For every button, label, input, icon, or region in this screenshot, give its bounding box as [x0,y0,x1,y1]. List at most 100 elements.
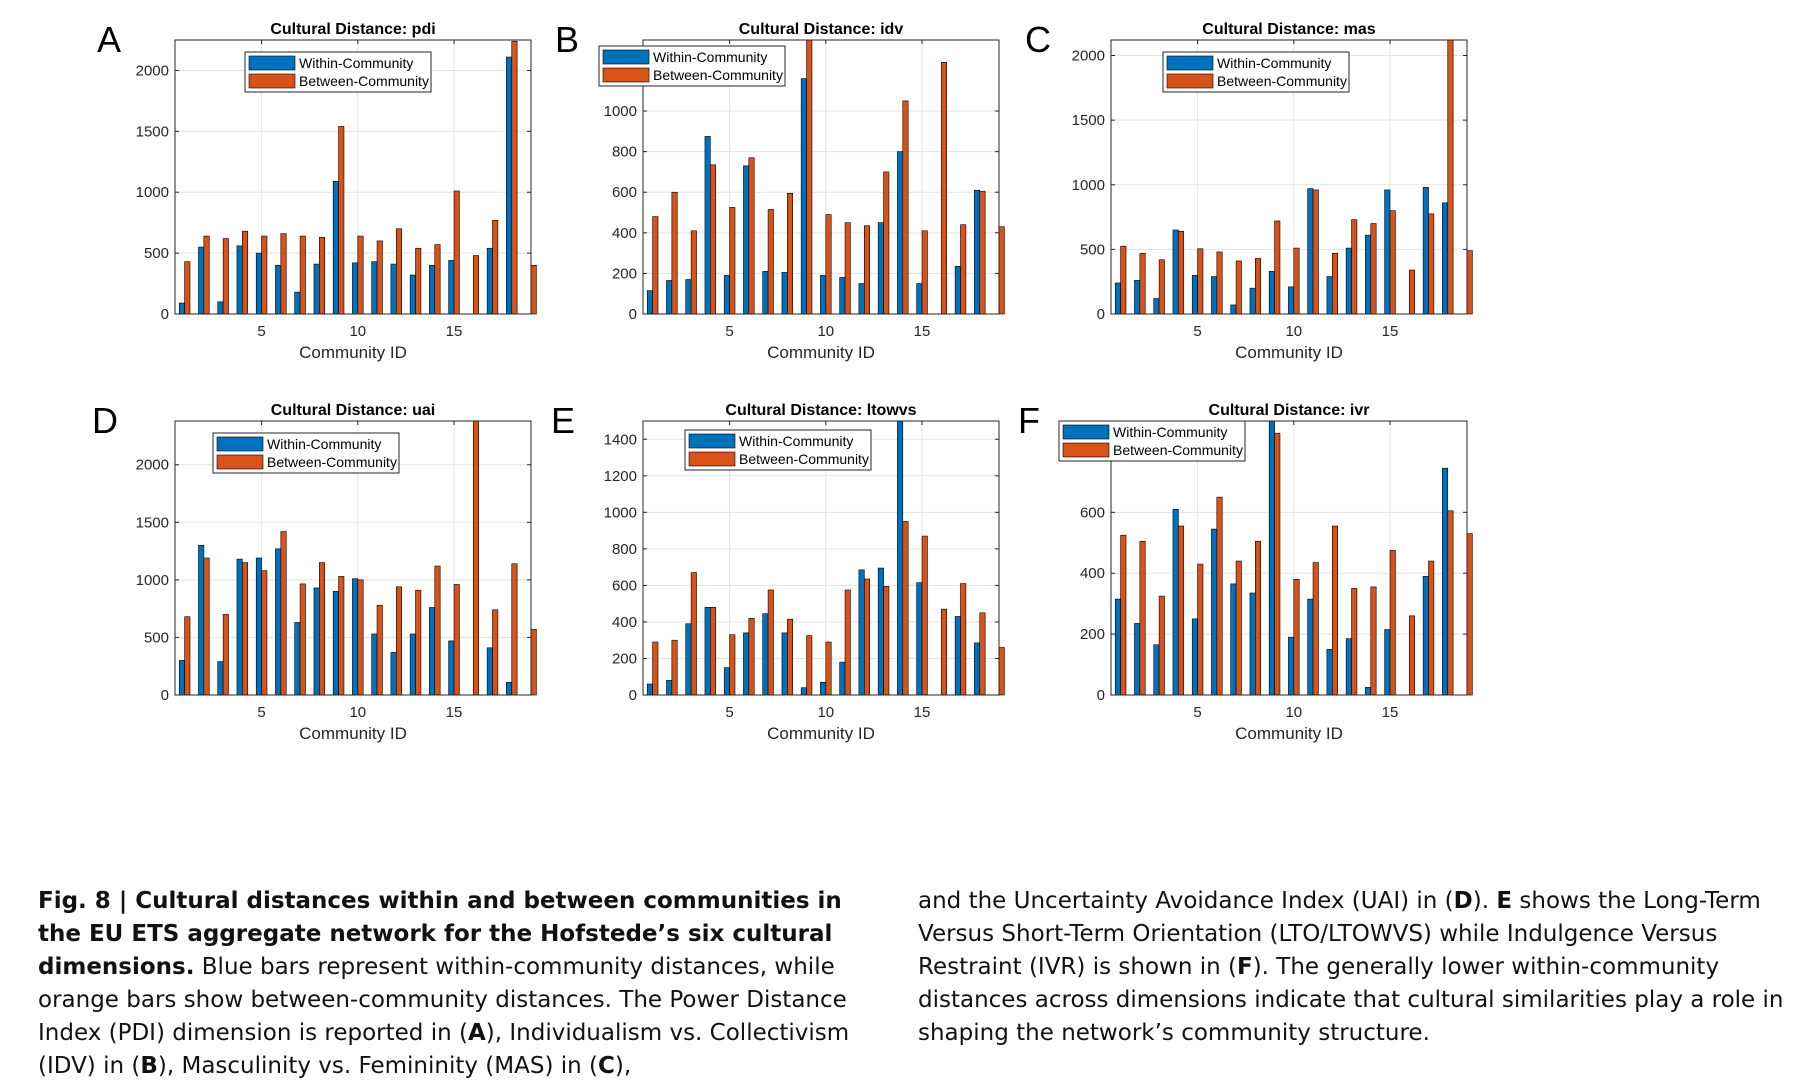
bar-between-community-18 [979,190,986,315]
bar-within-community-17 [954,616,961,696]
legend-swatch-within [1166,55,1214,71]
bar-within-community-6 [1211,528,1218,696]
bar-within-community-3 [685,623,692,696]
caption-ref-f: F [1236,954,1253,980]
bar-within-community-14 [429,264,436,315]
bar-within-community-18 [1442,467,1449,696]
chart-panel-c: 5 10 15 0 500 1000 1500 2000 Cultural Distance: … [1025,19,1473,362]
legend-swatch-within [688,433,736,449]
bar-within-community-13 [877,222,884,315]
legend-label-within: Within-Community [653,49,767,65]
bar-between-community-13 [415,589,422,696]
bar-within-community-9 [1268,271,1275,315]
bar-within-community-8 [781,632,788,696]
chart-title: Cultural Distance: mas [1202,21,1375,38]
legend-swatch-between [602,67,650,83]
y-tick-label: 1500 [1072,112,1105,129]
bar-within-community-1 [1114,598,1121,696]
bar-within-community-12 [390,652,397,696]
bar-within-community-2 [198,246,205,315]
bar-within-community-1 [178,660,185,696]
bar-between-community-14 [902,521,909,696]
bar-between-community-14 [1370,223,1377,315]
caption-text-4a: ), [614,1053,632,1079]
x-tick-label: 10 [1285,323,1302,340]
bar-within-community-12 [1326,276,1333,315]
bar-within-community-4 [704,136,711,315]
bar-between-community-5 [261,570,268,696]
bar-within-community-1 [646,683,653,696]
figure-caption-left: Fig. 8 | Cultural distances within and b… [38,885,888,1083]
bar-between-community-16 [1408,615,1415,696]
legend-label-between: Between-Community [1217,73,1347,89]
bar-within-community-12 [1326,649,1333,696]
bar-between-community-8 [319,236,326,315]
bar-within-community-17 [1422,575,1429,696]
bar-between-community-1 [652,216,659,315]
bar-between-community-11 [844,222,851,315]
bar-between-community-18 [511,563,518,696]
x-tick-label: 5 [725,704,733,721]
bar-within-community-17 [486,247,493,315]
x-axis-label: Community ID [767,343,875,362]
bar-between-community-9 [806,39,813,315]
bar-within-community-13 [409,274,416,315]
x-tick-label: 15 [914,704,931,721]
axes-box [642,420,1000,696]
bar-within-community-15 [916,283,923,315]
y-tick-label: 0 [161,306,169,323]
bar-within-community-7 [294,622,301,696]
bar-within-community-9 [332,591,339,696]
x-tick-label: 5 [1193,323,1201,340]
x-tick-label: 10 [817,323,834,340]
legend-swatch-within [248,55,296,71]
bar-between-community-6 [280,531,287,696]
bar-between-community-3 [222,614,229,696]
bar-between-community-15 [921,535,928,696]
y-tick-label: 500 [1080,241,1105,258]
bar-between-community-2 [671,639,678,696]
legend-swatch-between [248,73,296,89]
bar-within-community-8 [313,263,320,315]
bar-between-community-13 [883,171,890,315]
bar-between-community-17 [492,219,499,315]
bar-between-community-17 [1428,213,1435,315]
bar-within-community-9 [1268,420,1275,696]
bar-between-community-3 [1158,259,1165,315]
bar-between-community-6 [748,157,755,315]
bar-between-community-1 [184,261,191,315]
bar-within-community-6 [275,264,282,315]
y-tick-label: 800 [612,144,637,161]
legend-swatch-within [1062,424,1110,440]
panel-letter: C [1025,19,1051,60]
bar-within-community-1 [178,302,185,315]
axes-box [1110,420,1468,696]
bar-within-community-5 [1191,618,1198,696]
bar-between-community-4 [242,230,249,315]
bar-between-community-10 [357,579,364,696]
bar-between-community-14 [434,565,441,696]
caption-ref-e: E [1496,888,1513,914]
bar-between-community-3 [690,230,697,315]
bar-within-community-10 [820,681,827,696]
bar-between-community-3 [690,572,697,696]
x-tick-label: 5 [1193,704,1201,721]
bar-between-community-19 [1466,533,1473,696]
bar-within-community-9 [332,180,339,315]
bar-within-community-12 [390,263,397,315]
bar-within-community-13 [409,633,416,696]
bar-between-community-15 [921,230,928,315]
caption-text-3: ), Masculinity vs. Femininity (MAS) in ( [157,1053,598,1079]
legend-label-between: Between-Community [267,454,397,470]
bar-between-community-7 [1235,560,1242,696]
bar-between-community-19 [530,629,537,696]
bar-between-community-17 [1428,560,1435,696]
bar-within-community-7 [1230,304,1237,315]
bar-between-community-4 [1178,230,1185,315]
y-tick-label: 1200 [604,468,637,485]
bar-between-community-10 [825,641,832,696]
legend-label-within: Within-Community [739,433,853,449]
bar-within-community-3 [1153,298,1160,315]
bar-between-community-2 [203,235,210,315]
x-tick-label: 15 [1382,704,1399,721]
